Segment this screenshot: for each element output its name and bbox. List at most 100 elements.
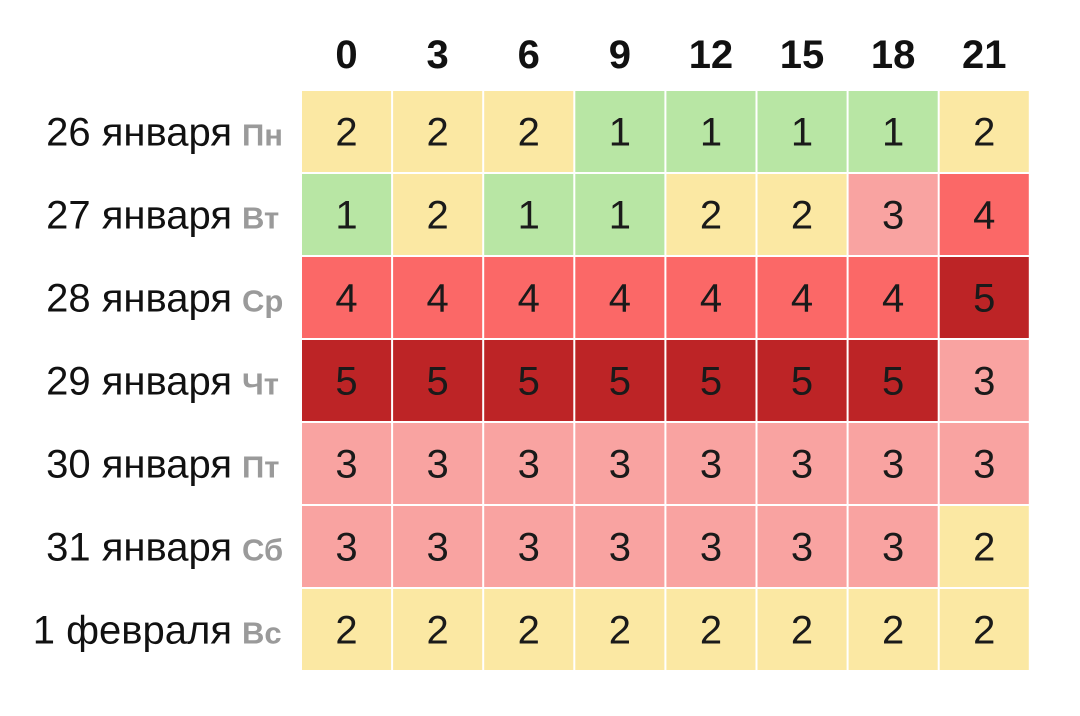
hour-axis-labels: 0 3 6 9 12 15 18 21 xyxy=(335,33,1006,77)
hour-label: 15 xyxy=(780,33,825,77)
heatmap-cell xyxy=(575,589,665,670)
heatmap-cell xyxy=(393,423,483,504)
heatmap-cell xyxy=(757,340,847,421)
hour-label: 18 xyxy=(871,33,916,77)
weekday-label: Ср xyxy=(242,284,283,319)
cell-value-label: 2 xyxy=(427,609,449,653)
cell-value-label: 3 xyxy=(427,443,449,487)
cell-value-label: 2 xyxy=(335,609,357,653)
heatmap-cell xyxy=(757,91,847,172)
date-label: 29 января xyxy=(46,360,232,404)
heatmap-cell xyxy=(393,174,483,255)
heatmap-cell xyxy=(939,174,1029,255)
heatmap-cell xyxy=(757,423,847,504)
cell-value-label: 3 xyxy=(882,443,904,487)
date-label: 27 января xyxy=(46,194,232,238)
heatmap-cell xyxy=(484,340,574,421)
cell-value-label: 4 xyxy=(973,194,995,238)
cell-value-label: 1 xyxy=(335,194,357,238)
heatmap-cell xyxy=(302,589,392,670)
heatmap-cell xyxy=(302,174,392,255)
heatmap-cell xyxy=(393,257,483,338)
cell-value-label: 3 xyxy=(973,360,995,404)
cell-value-label: 3 xyxy=(973,443,995,487)
cell-value-label: 3 xyxy=(700,443,722,487)
cell-value-label: 1 xyxy=(518,194,540,238)
date-label: 28 января xyxy=(46,277,232,321)
cell-value-label: 2 xyxy=(427,194,449,238)
cell-value-label: 4 xyxy=(882,277,904,321)
heatmap-cell xyxy=(666,91,756,172)
heatmap-cell xyxy=(575,91,665,172)
heatmap-cell xyxy=(575,423,665,504)
cell-value-label: 5 xyxy=(882,360,904,404)
heatmap-cell xyxy=(393,589,483,670)
heatmap-cell xyxy=(393,91,483,172)
cell-value-label: 5 xyxy=(791,360,813,404)
cell-value-label: 3 xyxy=(791,526,813,570)
heatmap-cell xyxy=(757,506,847,587)
cell-value-label: 4 xyxy=(427,277,449,321)
cell-value-label: 2 xyxy=(973,609,995,653)
hour-label: 3 xyxy=(427,33,449,77)
cell-value-label: 3 xyxy=(427,526,449,570)
cell-value-label: 5 xyxy=(518,360,540,404)
heatmap-cell xyxy=(848,340,938,421)
heatmap-cell xyxy=(757,174,847,255)
heatmap-cell xyxy=(939,589,1029,670)
heatmap-cell xyxy=(848,174,938,255)
hour-label: 6 xyxy=(518,33,540,77)
heatmap-cell xyxy=(939,257,1029,338)
heatmap-cell xyxy=(302,340,392,421)
heatmap-cell xyxy=(848,91,938,172)
heatmap-cell xyxy=(666,589,756,670)
heatmap-cell xyxy=(939,506,1029,587)
cell-value-label: 2 xyxy=(700,609,722,653)
heatmap-cell xyxy=(666,174,756,255)
cell-value-label: 1 xyxy=(609,194,631,238)
hour-label: 9 xyxy=(609,33,631,77)
cell-value-label: 3 xyxy=(700,526,722,570)
heatmap-cell xyxy=(484,506,574,587)
heatmap-cell xyxy=(939,340,1029,421)
cell-value-label: 3 xyxy=(518,443,540,487)
cell-value-label: 5 xyxy=(609,360,631,404)
cell-value-label: 5 xyxy=(973,277,995,321)
heatmap-cell xyxy=(575,174,665,255)
cell-value-label: 4 xyxy=(791,277,813,321)
cell-value-label: 4 xyxy=(518,277,540,321)
cell-value-label: 2 xyxy=(973,111,995,155)
cell-value-label: 4 xyxy=(335,277,357,321)
cell-value-label: 4 xyxy=(700,277,722,321)
heatmap-cell xyxy=(302,257,392,338)
heatmap-cell xyxy=(848,257,938,338)
cell-value-label: 5 xyxy=(335,360,357,404)
cell-value-label: 2 xyxy=(518,111,540,155)
heatmap-cell xyxy=(757,257,847,338)
heatmap-cell xyxy=(939,91,1029,172)
heatmap-cell xyxy=(666,340,756,421)
cell-value-label: 2 xyxy=(518,609,540,653)
cell-value-label: 2 xyxy=(609,609,631,653)
cell-value-label: 2 xyxy=(882,609,904,653)
date-label: 30 января xyxy=(46,443,232,487)
date-label: 1 февраля xyxy=(33,609,232,653)
cell-value-label: 5 xyxy=(700,360,722,404)
heatmap-cell xyxy=(575,340,665,421)
date-axis-labels: 26 января Пн 27 января Вт 28 января Ср 29 янва… xyxy=(33,111,284,653)
weekday-label: Сб xyxy=(242,533,283,568)
cell-value-label: 3 xyxy=(609,526,631,570)
heatmap-cell xyxy=(575,257,665,338)
cell-value-label: 2 xyxy=(791,609,813,653)
heatmap-cell xyxy=(393,340,483,421)
cell-value-label: 1 xyxy=(700,111,722,155)
weekday-label: Вт xyxy=(242,201,279,236)
heatmap-cell xyxy=(666,257,756,338)
heatmap-cell xyxy=(939,423,1029,504)
heatmap-cells: 2 2 2 1 1 1 1 2 1 2 1 1 2 2 3 4 4 4 4 4 4 4 4 5 5 5 5 5 5 5 5 3 3 3 3 3 3 3 3 3… xyxy=(302,91,1029,670)
hour-label: 12 xyxy=(689,33,734,77)
weekday-label: Пт xyxy=(242,450,279,485)
heatmap-cell xyxy=(484,91,574,172)
heatmap-cell xyxy=(666,423,756,504)
cell-value-label: 3 xyxy=(882,194,904,238)
